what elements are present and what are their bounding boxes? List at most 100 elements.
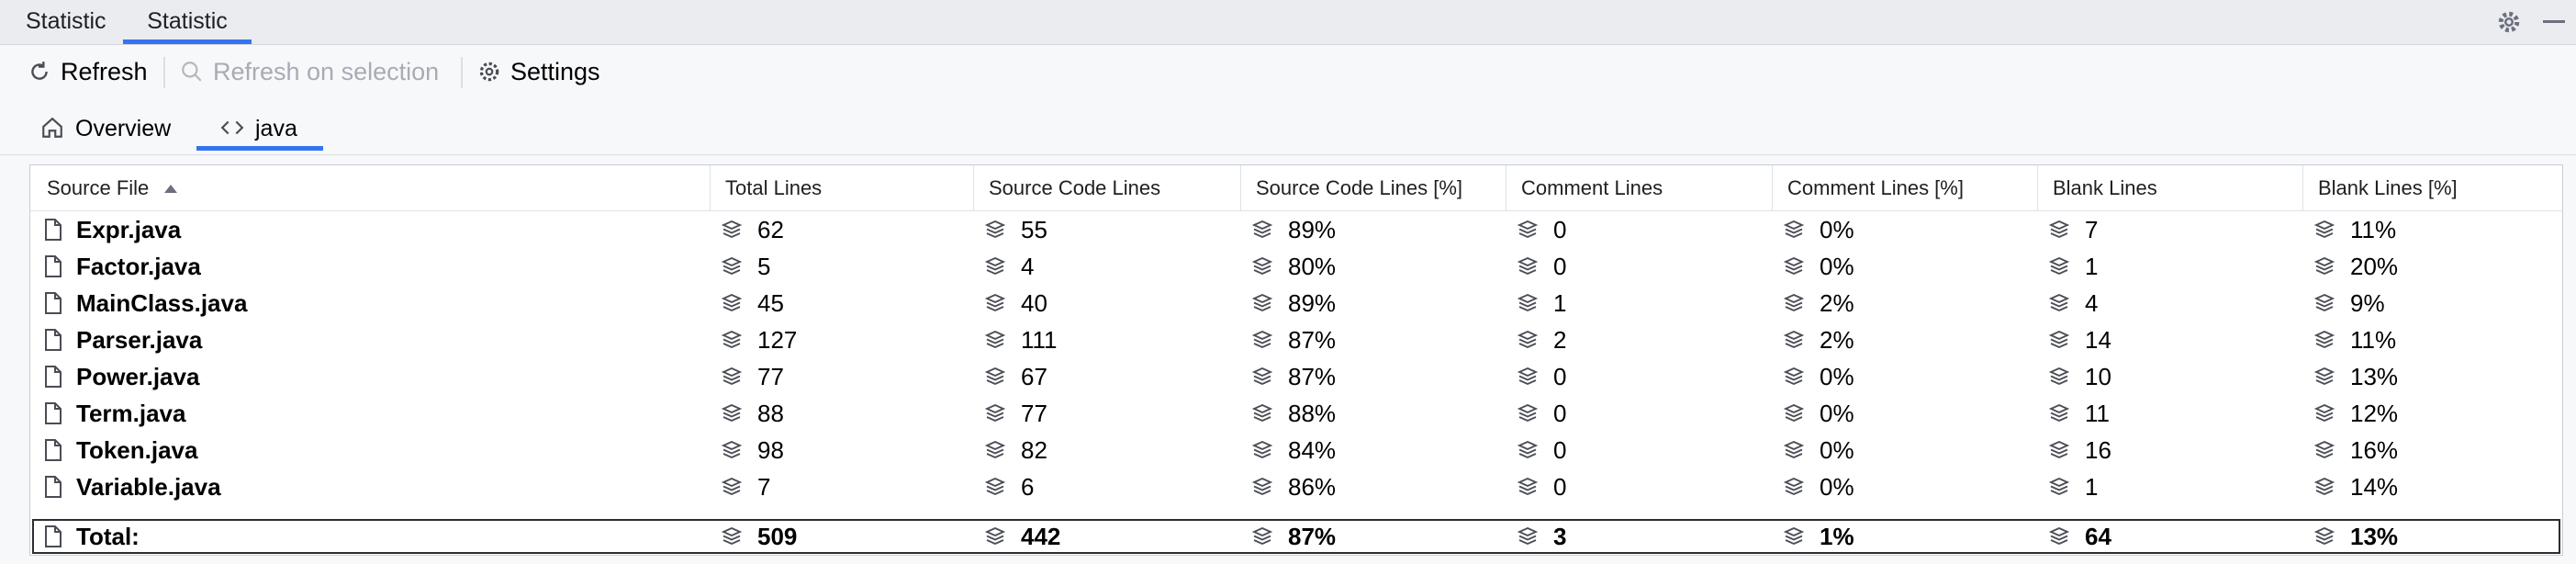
cell-value: 45 <box>757 288 784 317</box>
layers-icon <box>1517 294 1539 311</box>
layers-icon <box>721 220 743 238</box>
value-cell: 13% <box>2303 358 2562 395</box>
cell-value: 7 <box>2085 215 2099 243</box>
value-cell: 0 <box>1506 211 1773 248</box>
file-cell: Term.java <box>30 395 711 432</box>
cell-value: 11 <box>2085 399 2110 427</box>
cell-value: 111 <box>1021 325 1058 354</box>
layers-icon <box>2048 404 2070 422</box>
value-cell: 67 <box>974 358 1241 395</box>
cell-value: 88 <box>757 399 784 427</box>
value-cell: 77 <box>711 358 974 395</box>
file-name: Token.java <box>76 435 198 464</box>
cell-value: 0% <box>1820 435 1854 464</box>
layers-icon <box>1783 404 1805 422</box>
file-cell: Expr.java <box>30 211 711 248</box>
value-cell: 16 <box>2038 432 2303 468</box>
value-cell: 11% <box>2303 321 2562 358</box>
view-tab-selected[interactable]: java <box>196 105 323 151</box>
value-cell: 0 <box>1506 468 1773 505</box>
cell-value: 442 <box>1021 522 1061 550</box>
layers-icon <box>1517 367 1539 385</box>
refresh-on-selection-button: Refresh on selection <box>180 51 439 92</box>
cell-value: 4 <box>1021 252 1035 280</box>
layers-icon <box>1517 527 1539 545</box>
cell-value: 62 <box>757 215 784 243</box>
value-cell: 64 <box>2038 518 2303 555</box>
value-cell: 4 <box>2038 285 2303 321</box>
value-cell: 0% <box>1773 211 2038 248</box>
value-cell: 1 <box>2038 468 2303 505</box>
column-header[interactable]: Total Lines <box>711 165 974 211</box>
layers-icon <box>1251 257 1273 275</box>
file-name: MainClass.java <box>76 288 248 317</box>
value-cell: 16% <box>2303 432 2562 468</box>
refresh-icon <box>31 62 48 80</box>
file-name: Factor.java <box>76 252 201 280</box>
column-header[interactable]: Source File <box>30 165 711 211</box>
cell-value: 13% <box>2350 362 2399 390</box>
value-cell: 5 <box>711 248 974 285</box>
value-cell: 89% <box>1241 211 1506 248</box>
value-cell: 7 <box>2038 211 2303 248</box>
column-header[interactable]: Comment Lines <box>1506 165 1773 211</box>
refresh-button[interactable]: Refresh <box>28 51 148 92</box>
layers-icon <box>1517 257 1539 275</box>
file-cell: Variable.java <box>30 468 711 505</box>
file-name: Parser.java <box>76 325 203 354</box>
layers-icon <box>721 404 743 422</box>
column-header-label: Source Code Lines [%] <box>1256 175 1463 199</box>
cell-value: 11% <box>2350 215 2397 243</box>
cell-value: 88% <box>1288 399 1337 427</box>
cell-value: 86% <box>1288 472 1337 501</box>
cell-value: 55 <box>1021 215 1047 243</box>
layers-icon <box>1783 294 1805 311</box>
settings-button[interactable]: Settings <box>477 51 600 92</box>
gear-icon[interactable] <box>2495 8 2523 36</box>
button-label: Settings <box>510 58 600 85</box>
layers-icon <box>1251 367 1273 385</box>
tool-tab-selected[interactable]: Statistic <box>123 0 252 44</box>
layers-icon <box>1517 478 1539 495</box>
search-icon <box>182 62 202 82</box>
column-header-label: Comment Lines <box>1521 175 1663 199</box>
layers-icon <box>1251 478 1273 495</box>
layers-icon <box>1251 404 1273 422</box>
value-cell: 62 <box>711 211 974 248</box>
value-cell: 1 <box>2038 248 2303 285</box>
layers-icon <box>2313 367 2335 385</box>
cell-value: 0 <box>1553 435 1567 464</box>
cell-value: 127 <box>757 325 798 354</box>
layers-icon <box>2313 294 2335 311</box>
value-cell: 10 <box>2038 358 2303 395</box>
cell-value: 5 <box>757 252 771 280</box>
cell-value: 87% <box>1288 325 1337 354</box>
value-cell: 4 <box>974 248 1241 285</box>
value-cell: 87% <box>1241 518 1506 555</box>
file-name: Term.java <box>76 399 186 427</box>
tab-label: java <box>255 116 297 141</box>
code-icon <box>220 120 244 135</box>
column-header[interactable]: Blank Lines <box>2038 165 2303 211</box>
view-tab[interactable]: Overview <box>40 105 171 151</box>
cell-value: 0% <box>1820 252 1854 280</box>
cell-value: 3 <box>1553 522 1567 550</box>
column-header[interactable]: Comment Lines [%] <box>1773 165 2038 211</box>
value-cell: 40 <box>974 285 1241 321</box>
layers-icon <box>2048 220 2070 238</box>
cell-value: 0% <box>1820 215 1854 243</box>
cell-value: 98 <box>757 435 784 464</box>
tool-tab[interactable]: Statistic <box>26 8 106 34</box>
column-header[interactable]: Source Code Lines [%] <box>1241 165 1506 211</box>
layers-icon <box>721 294 743 311</box>
value-cell: 88 <box>711 395 974 432</box>
layers-icon <box>2048 367 2070 385</box>
layers-icon <box>1517 404 1539 422</box>
column-header[interactable]: Source Code Lines <box>974 165 1241 211</box>
column-header[interactable]: Blank Lines [%] <box>2303 165 2562 211</box>
layers-icon <box>2313 404 2335 422</box>
cell-value: 84% <box>1288 435 1337 464</box>
file-name: Variable.java <box>76 472 221 501</box>
file-icon <box>45 255 62 277</box>
minimize-icon[interactable] <box>2543 20 2565 23</box>
